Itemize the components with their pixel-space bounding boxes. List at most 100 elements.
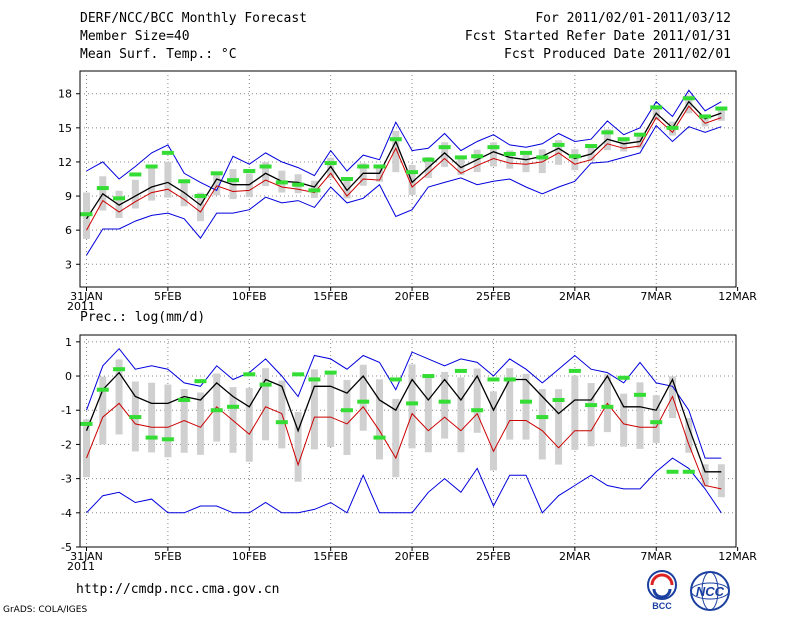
prec-ytick-label: 0 <box>65 370 72 383</box>
temp-observed-marker <box>552 142 565 147</box>
temp-max-line <box>86 89 722 192</box>
prec-min-line <box>86 457 722 514</box>
temp-xtick-label: 5FEB <box>154 290 182 303</box>
header-right-2: Fcst Started Refer Date 2011/01/31 <box>464 29 731 44</box>
prec-observed-marker <box>357 399 370 404</box>
prec-box <box>587 383 595 447</box>
temp-observed-marker <box>145 164 158 169</box>
temp-observed-marker <box>601 130 614 135</box>
temp-observed-marker <box>715 106 728 111</box>
prec-box <box>652 395 660 443</box>
prec-observed-marker <box>210 408 223 413</box>
prec-box <box>294 411 302 482</box>
prec-xtick-label: 2MAR <box>559 550 591 563</box>
prec-low-line <box>86 395 722 490</box>
prec-observed-marker <box>585 403 598 408</box>
temp-observed-marker <box>471 154 484 159</box>
temp-observed-marker <box>438 145 451 150</box>
temp-ytick-label: 12 <box>58 156 72 169</box>
temp-observed-marker <box>650 105 663 110</box>
prec-observed-marker <box>227 404 240 409</box>
prec-observed-marker <box>389 377 402 382</box>
temp-observed-marker <box>633 132 646 137</box>
prec-box <box>164 384 172 458</box>
temp-box <box>457 158 465 175</box>
prec-observed-marker <box>113 367 126 372</box>
footer-url[interactable]: http://cmdp.ncc.cma.gov.cn <box>76 582 280 597</box>
prec-observed-marker <box>650 420 663 425</box>
prec-xtick-label: 5FEB <box>154 550 182 563</box>
temp-box <box>131 179 139 209</box>
prec-observed-marker <box>275 420 288 425</box>
prec-ytick-label: 1 <box>65 336 72 349</box>
prec-box <box>148 382 156 453</box>
prec-observed-marker <box>243 372 256 377</box>
temp-box <box>506 150 514 169</box>
grads-credit: GrADS: COLA/IGES <box>3 605 88 615</box>
temp-observed-marker <box>275 180 288 185</box>
prec-box <box>343 379 351 456</box>
prec-ytick-label: -2 <box>61 438 72 451</box>
prec-box <box>83 419 91 478</box>
prec-xtick-label: 25FEB <box>476 550 511 563</box>
temp-box <box>522 152 530 173</box>
temp-box <box>538 149 546 174</box>
prec-box <box>522 373 530 440</box>
temp-observed-marker <box>161 150 174 155</box>
temp-observed-marker <box>699 114 712 119</box>
prec-box <box>489 391 497 471</box>
prec-observed-marker <box>438 399 451 404</box>
temp-observed-marker <box>129 172 142 177</box>
prec-box <box>424 377 432 453</box>
prec-observed-marker <box>552 397 565 402</box>
prec-box <box>376 379 384 460</box>
temp-box <box>685 95 693 114</box>
temp-observed-marker <box>389 137 402 142</box>
prec-xtick-label: 10FEB <box>232 550 267 563</box>
temp-ytick-label: 3 <box>65 258 72 271</box>
prec-box <box>717 464 725 498</box>
temp-xtick-label: 15FEB <box>313 290 348 303</box>
header-left-2: Member Size=40 <box>80 29 190 44</box>
temp-observed-marker <box>259 164 272 169</box>
prec-observed-marker <box>406 401 419 406</box>
temp-min-line <box>86 124 722 256</box>
prec-observed-marker <box>96 387 109 392</box>
temp-observed-marker <box>194 194 207 199</box>
prec-observed-marker <box>145 435 158 440</box>
temp-ytick-label: 15 <box>58 122 72 135</box>
header-left-1: DERF/NCC/BCC Monthly Forecast <box>80 11 307 26</box>
prec-observed-marker <box>259 382 272 387</box>
prec-xtick-label: 15FEB <box>313 550 348 563</box>
temp-xtick-label: 10FEB <box>232 290 267 303</box>
temp-observed-marker <box>308 188 321 193</box>
temp-observed-marker <box>536 155 549 160</box>
bcc-logo-text: BCC <box>652 601 672 611</box>
prec-ytick-label: -3 <box>61 473 72 486</box>
temp-xtick-label: 7MAR <box>640 290 672 303</box>
temp-observed-marker <box>568 154 581 159</box>
temp-ytick-label: 18 <box>58 88 72 101</box>
temp-observed-marker <box>113 196 126 201</box>
header-right-1: For 2011/02/01-2011/03/12 <box>535 11 731 26</box>
prec-box <box>408 364 416 449</box>
temp-mean-line <box>85 100 722 220</box>
prec-observed-marker <box>422 374 435 379</box>
prec-box <box>359 364 367 431</box>
prec-observed-marker <box>487 377 500 382</box>
temp-observed-marker <box>373 164 386 169</box>
temp-box <box>196 192 204 222</box>
ncc-logo: NCC <box>690 571 730 611</box>
temp-xtick-label: 2MAR <box>559 290 591 303</box>
prec-observed-marker <box>617 375 630 380</box>
temp-observed-marker <box>617 137 630 142</box>
temp-observed-marker <box>422 157 435 162</box>
prec-observed-marker <box>308 377 321 382</box>
prec-xtick-label: 12MAR <box>718 550 757 563</box>
temp-observed-marker <box>292 182 305 187</box>
temp-observed-marker <box>454 155 467 160</box>
prec-observed-marker <box>503 377 516 382</box>
prec-box <box>538 389 546 460</box>
temp-year-label: 2011 <box>67 300 95 313</box>
